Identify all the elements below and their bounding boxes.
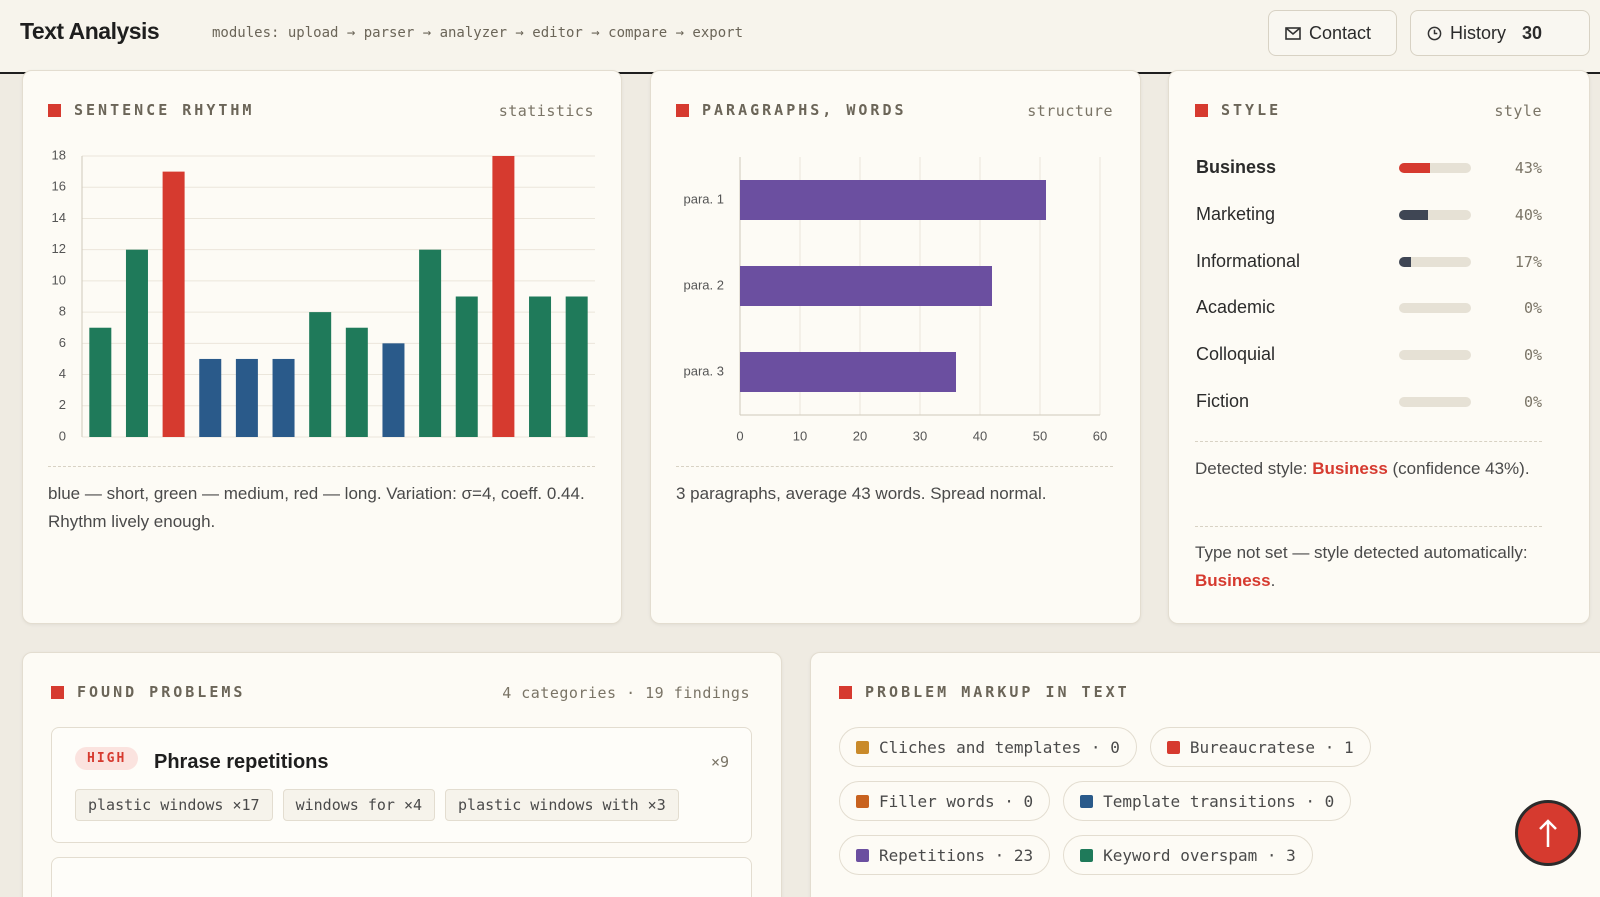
contact-label: Contact [1309, 22, 1372, 43]
style-bar [1399, 163, 1430, 173]
contact-button[interactable]: Contact [1268, 10, 1397, 56]
chip-swatch [856, 740, 869, 754]
markup-chip[interactable]: Bureaucratese · 1 [1149, 727, 1371, 767]
markup-chip[interactable]: Cliches and templates · 0 [839, 727, 1137, 767]
chip-label: Template transitions · 0 [1103, 791, 1335, 811]
chip-swatch [1166, 740, 1180, 754]
style-percent: 0% [1523, 346, 1542, 365]
style-percent: 17% [1514, 252, 1542, 271]
severity-badge: HIGH [75, 747, 139, 770]
issue-card[interactable] [51, 857, 752, 897]
style-percent: 0% [1523, 299, 1542, 318]
modules-path: modules: upload → parser → analyzer → ed… [212, 25, 744, 41]
style-bar [1399, 256, 1412, 267]
heading-text: STYLE [1221, 101, 1282, 119]
style-bar [1399, 209, 1428, 220]
card-heading: PARAGRAPHS, WORDS [676, 101, 907, 119]
chip-label: Filler words · 0 [879, 791, 1034, 811]
chip-label: Cliches and templates · 0 [879, 737, 1120, 757]
phrase-tag: plastic windows ×17 [75, 789, 273, 821]
issue-title: Phrase repetitions [154, 751, 329, 773]
heading-text: PARAGRAPHS, WORDS [702, 101, 907, 119]
chip-swatch [1080, 848, 1094, 862]
style-name: Marketing [1196, 203, 1276, 224]
phrase-tag: windows for ×4 [282, 789, 436, 821]
style-name: Fiction [1196, 391, 1250, 411]
history-count: 30 [1522, 22, 1543, 43]
style-card [1168, 70, 1590, 624]
card-heading: PROBLEM MARKUP IN TEXT [839, 683, 1130, 701]
clock-icon [1427, 26, 1442, 40]
markup-chip[interactable]: Repetitions · 23 [839, 835, 1051, 875]
arrow-icon [1539, 819, 1557, 847]
style-track [1399, 397, 1471, 407]
detected-style: Detected style: Business (confidence 43%… [1195, 455, 1555, 483]
style-note: Type not set — style detected automatica… [1195, 539, 1555, 595]
style-name: Colloquial [1196, 344, 1276, 365]
chip-label: Repetitions · 23 [879, 845, 1034, 865]
heading-text: FOUND PROBLEMS [77, 683, 246, 701]
separator [676, 466, 1113, 467]
paragraphs-card [650, 70, 1141, 624]
chip-swatch [856, 794, 869, 808]
chart-caption: blue — short, green — medium, red — long… [48, 484, 585, 531]
card-heading: FOUND PROBLEMS [51, 683, 245, 701]
top-bar: Text Analysis modules: upload → parser →… [0, 0, 1600, 74]
chip-swatch [1080, 794, 1094, 808]
markup-chip[interactable]: Template transitions · 0 [1063, 781, 1352, 821]
style-percent: 43% [1514, 159, 1542, 177]
markup-chip[interactable]: Filler words · 0 [839, 781, 1051, 821]
style-name: Informational [1196, 250, 1301, 271]
text: Type not set — style detected automatica… [1195, 543, 1528, 562]
card-heading: SENTENCE RHYTHM [48, 101, 254, 119]
issue-count: ×9 [710, 753, 729, 771]
text: . [1270, 571, 1276, 590]
heading-text: SENTENCE RHYTHM [74, 101, 255, 119]
text: (confidence 43%). [1392, 459, 1530, 478]
issue-tags: plastic windows ×17 windows for ×4 plastic… [75, 789, 679, 821]
chip-list: Cliches and templates · 0 Bureaucratese ·… [839, 727, 1429, 875]
style-track [1399, 256, 1471, 267]
history-label: History [1450, 22, 1507, 43]
card-heading: STYLE [1195, 101, 1281, 119]
card-tag: structure [1027, 102, 1113, 120]
separator [48, 466, 595, 467]
heading-text: PROBLEM MARKUP IN TEXT [865, 683, 1130, 701]
phrase-tag: plastic windows with ×3 [445, 789, 679, 821]
card-tag: statistics [498, 102, 594, 120]
style-percent: 0% [1523, 393, 1542, 411]
rhythm-card [22, 70, 622, 624]
chip-swatch [856, 848, 869, 862]
chip-label: Keyword overspam · 3 [1103, 845, 1296, 865]
style-percent: 40% [1514, 205, 1542, 224]
style-track [1399, 303, 1471, 314]
card-tag: 4 categories · 19 findings [502, 684, 750, 702]
style-track [1399, 209, 1471, 220]
style-track [1399, 163, 1471, 173]
markup-chip[interactable]: Keyword overspam · 3 [1063, 835, 1313, 875]
chip-label: Bureaucratese · 1 [1189, 737, 1354, 757]
separator [1195, 526, 1542, 527]
scroll-top-button[interactable] [1515, 800, 1581, 866]
style-name: Business [1196, 157, 1277, 177]
style-name: Academic [1196, 297, 1276, 318]
history-button[interactable]: History 30 [1410, 10, 1590, 56]
card-tag: style [1494, 102, 1542, 120]
highlight: Business [1195, 571, 1271, 590]
issue-card[interactable]: HIGH Phrase repetitions ×9 plastic windo… [51, 727, 752, 843]
chart-caption: 3 paragraphs, average 43 words. Spread n… [676, 484, 1047, 503]
separator [1195, 441, 1542, 442]
style-track [1399, 350, 1471, 361]
highlight: Business [1312, 459, 1388, 478]
mail-icon [1285, 26, 1301, 40]
app-title: Text Analysis [20, 18, 160, 44]
text: Detected style: [1195, 459, 1308, 478]
